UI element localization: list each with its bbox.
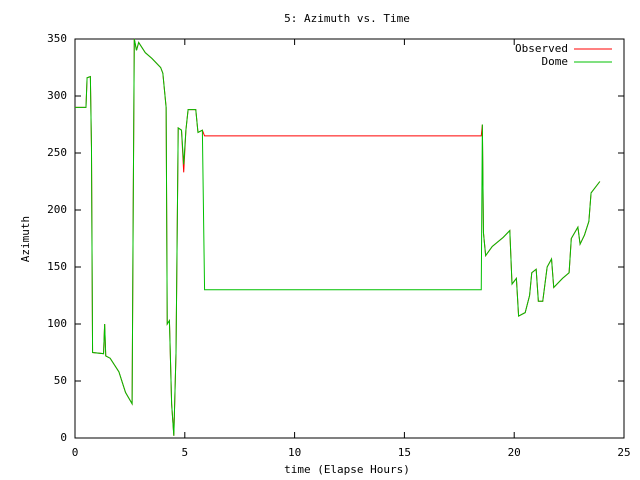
x-tick-label: 20 <box>508 446 521 459</box>
y-axis-label: Azimuth <box>19 216 32 262</box>
data-line <box>75 38 601 436</box>
plot-border <box>74 38 625 439</box>
y-tick-label: 0 <box>60 431 67 444</box>
y-tick-label: 50 <box>54 374 67 387</box>
y-tick-label: 200 <box>47 203 67 216</box>
x-tick-label: 15 <box>398 446 411 459</box>
x-tick-label: 25 <box>617 446 630 459</box>
x-tick-label: 10 <box>288 446 301 459</box>
y-tick-label: 300 <box>47 89 67 102</box>
legend-label: Dome <box>542 55 569 68</box>
y-tick-label: 150 <box>47 260 67 273</box>
data-line <box>75 38 601 436</box>
x-tick-label: 5 <box>181 446 188 459</box>
chart-title: 5: Azimuth vs. Time <box>284 12 410 25</box>
y-tick-label: 350 <box>47 32 67 45</box>
legend-label: Observed <box>515 42 568 55</box>
y-tick-label: 100 <box>47 317 67 330</box>
x-tick-label: 0 <box>72 446 79 459</box>
x-axis-label: time (Elapse Hours) <box>284 463 410 476</box>
y-tick-label: 250 <box>47 146 67 159</box>
